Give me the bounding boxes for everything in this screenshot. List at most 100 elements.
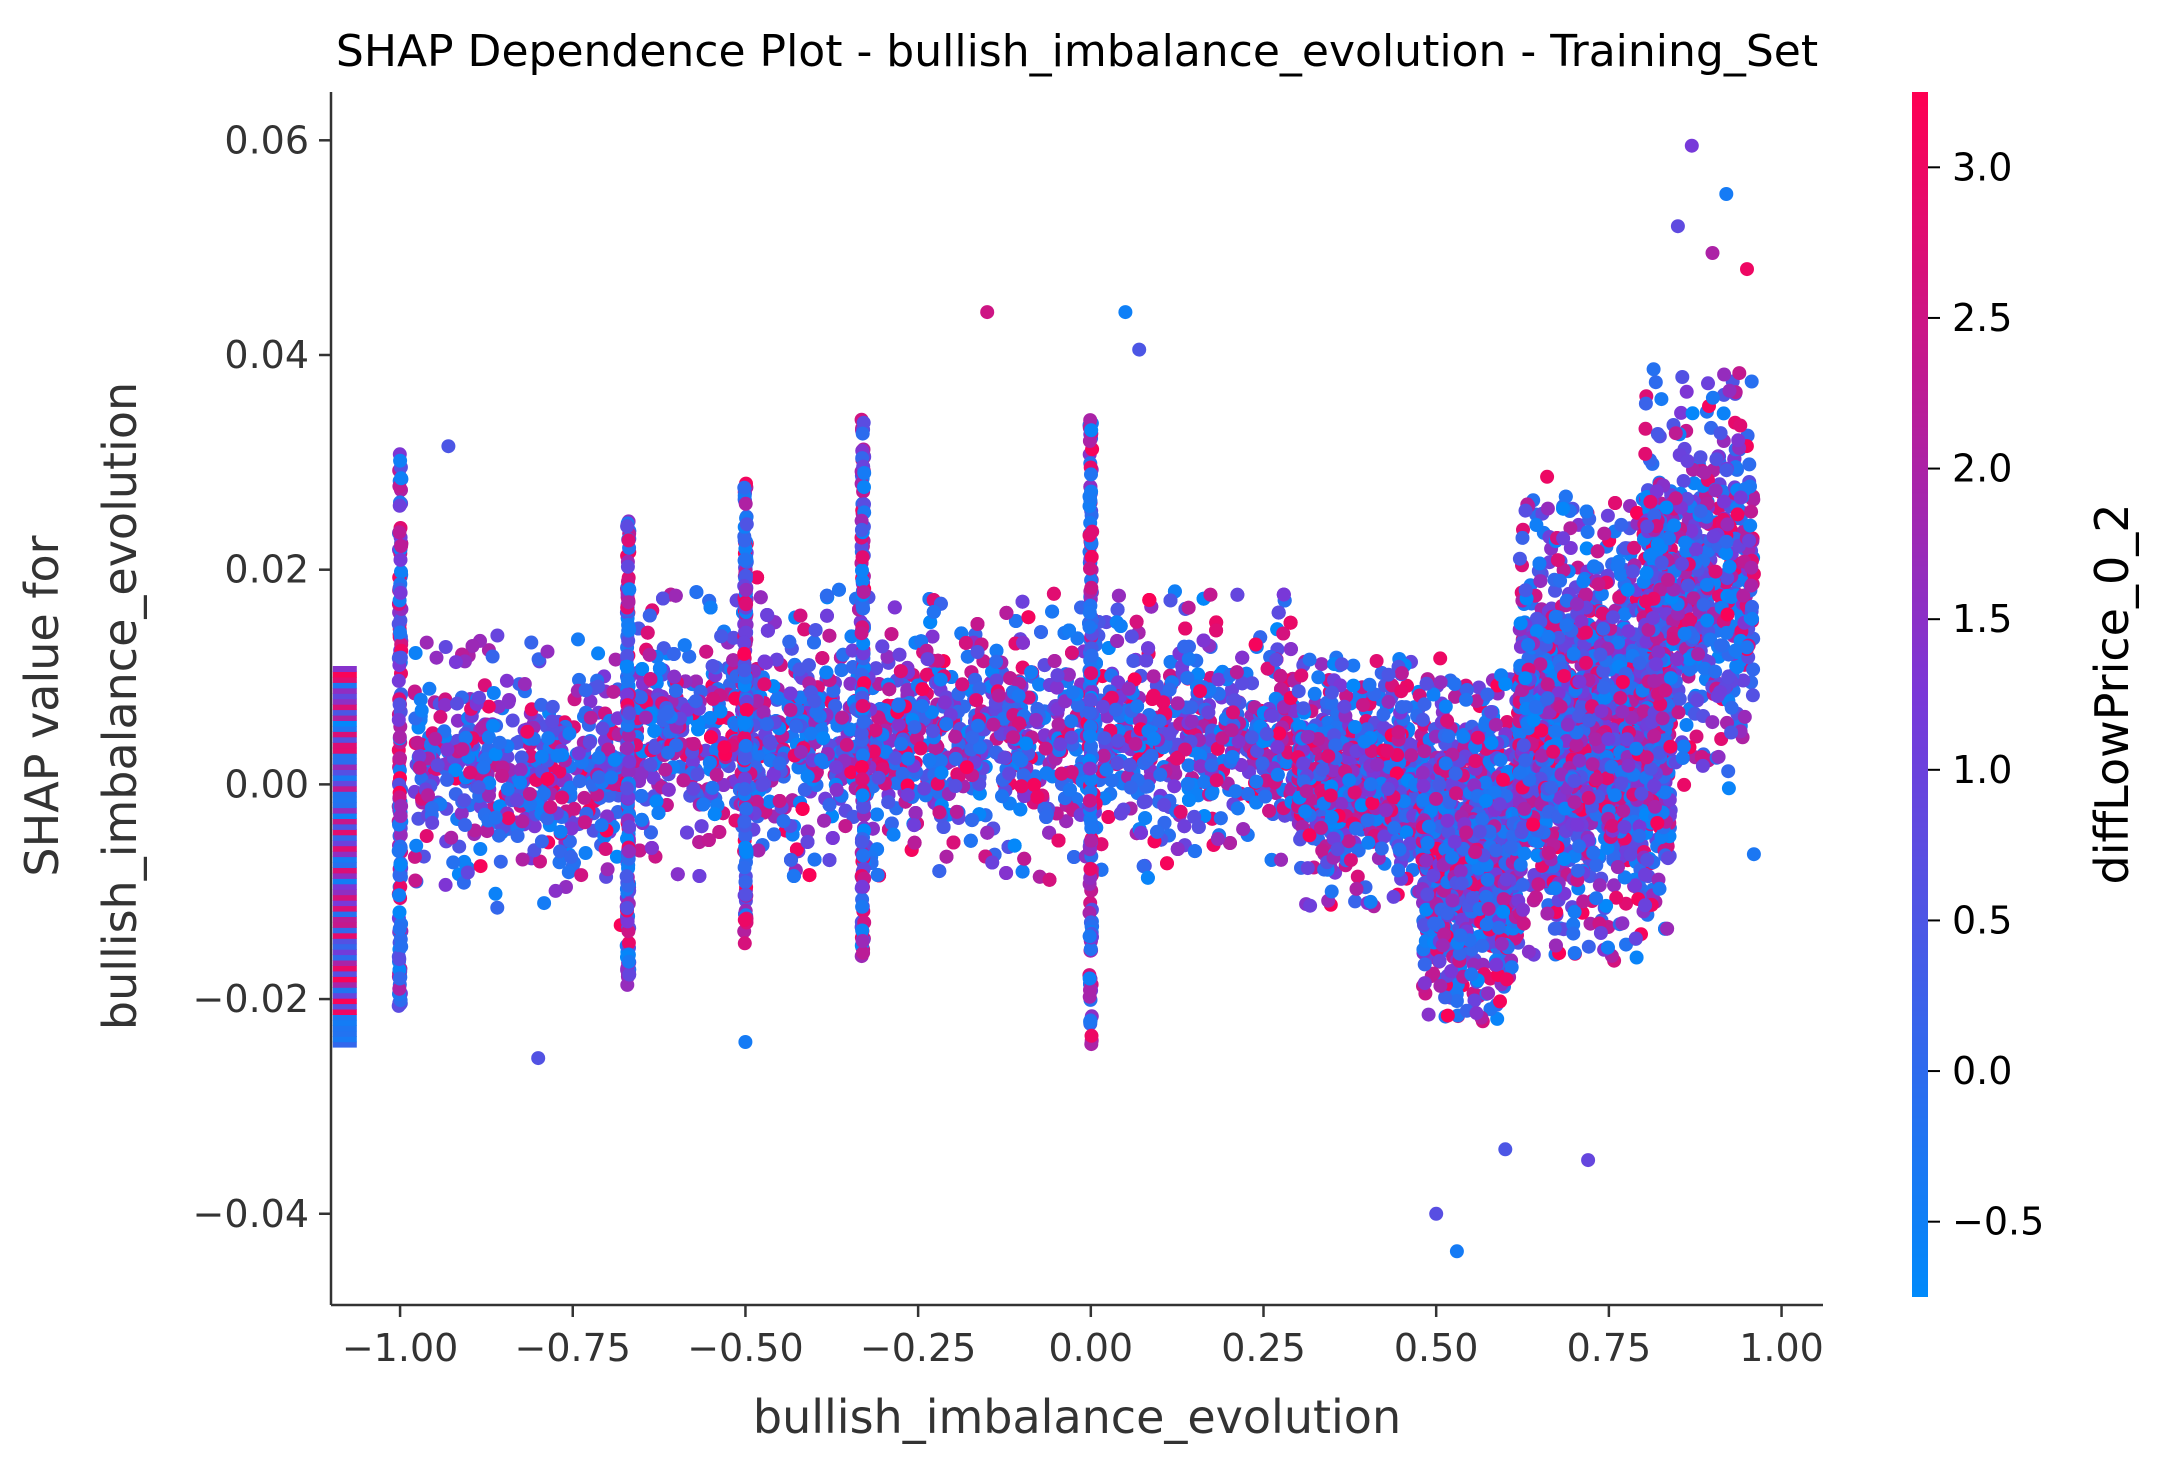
scatter-point-290 [446,855,461,870]
scatter-point-4233 [1042,872,1057,887]
scatter-point-4700 [1386,889,1401,904]
scatter-point-112 [438,877,453,892]
scatter-point-4226 [707,807,722,822]
scatter-point-4184 [814,753,828,767]
scatter-point-3821 [949,804,964,819]
scatter-point-51 [505,713,520,728]
scatter-point-4342 [1348,894,1363,909]
scatter-point-4242 [1162,682,1177,697]
scatter-point-4228 [1064,730,1079,745]
scatter-point-478 [458,730,473,745]
scatter-point-3129 [1046,586,1061,601]
scatter-point-3304 [875,639,890,654]
scatter-point-4979 [1379,803,1393,818]
scatter-point-4292 [1170,696,1185,711]
scatter-point-4050 [1184,714,1199,729]
scatter-point-4254 [1123,780,1138,795]
scatter-point-4988 [1323,788,1338,803]
scatter-point-4072 [1227,693,1242,708]
scatter-point-404 [534,697,549,712]
scatter-point-4128 [1050,668,1065,683]
scatter-point-3959 [1182,793,1196,807]
scatter-point-101 [583,694,598,709]
scatter-point-3914 [870,868,885,882]
scatter-point-4960 [1296,756,1311,771]
scatter-point-488 [482,776,497,790]
scatter-point-4198 [1030,790,1045,804]
scatter-point-3686 [1203,587,1218,602]
scatter-point-3877 [652,661,667,676]
scatter-point-425 [421,788,435,803]
scatter-point-136 [572,672,586,687]
scatter-point-193 [577,790,592,805]
scatter-point-4163 [1002,766,1017,781]
scatter-point-2975 [832,582,846,597]
scatter-point-4154 [1113,619,1128,633]
scatter-point-4077 [1276,587,1291,602]
scatter-point-4142 [804,726,819,741]
scatter-point-4777 [1296,701,1311,716]
scatter-point-2653 [932,864,947,879]
scatter-point-4160 [839,737,854,752]
scatter-point-4461 [1291,684,1306,699]
scatter-point-4990 [1380,744,1395,759]
scatter-point-4194 [794,745,808,759]
scatter-point-4985 [1324,810,1339,825]
scatter-point-3236 [1163,593,1178,608]
scatter-point-3018 [1015,864,1030,879]
scatter-point-4279 [1134,825,1148,840]
scatter-point-3864 [800,835,815,849]
scatter-point-303 [600,862,615,877]
scatter-point-4126 [948,779,963,793]
scatter-point-197 [571,632,585,647]
scatter-point-4278 [1039,810,1054,824]
scatter-point-4035 [891,717,906,732]
scatter-point-3920 [634,812,649,827]
scatter-point-467 [523,797,537,812]
scatter-point-4134 [661,782,676,797]
scatter-point-207 [490,628,505,643]
scatter-point-471 [534,749,549,764]
scatter-point-3176 [946,835,961,850]
scatter-point-3742 [892,647,907,662]
scatter-point-3904 [881,795,896,810]
scatter-point-4245 [1264,708,1279,723]
scatter-point-350 [407,849,422,864]
scatter-point-61 [609,849,624,864]
scatter-point-388 [517,677,532,691]
scatter-point-4991 [1404,748,1419,763]
scatter-point-4118 [829,760,844,775]
scatter-point-4840 [1381,695,1396,709]
scatter-point-4269 [1225,750,1240,764]
scatter-point-3773 [647,724,662,738]
chart-title: SHAP Dependence Plot - bullish_imbalance… [336,26,1818,77]
scatter-point-438 [571,746,586,761]
scatter-point-4890 [1303,898,1318,913]
scatter-point-3576 [1101,810,1116,824]
scatter-point-4989 [1376,707,1391,722]
scatter-point-3562 [822,853,837,868]
scatter-point-3246 [1181,600,1196,615]
scatter-point-4124 [701,833,716,847]
scatter-point-4055 [1011,688,1026,703]
scatter-point-4156 [648,741,662,755]
scatter-point-498 [455,742,470,757]
scatter-point-269 [591,646,606,661]
scatter-point-219 [577,815,592,830]
scatter-point-439 [595,721,610,736]
scatter-point-4192 [643,757,658,772]
scatter-point-4244 [760,717,774,732]
scatter-point-4298 [705,659,720,674]
scatter-point-393 [564,849,578,864]
scatter-point-109 [493,854,508,869]
scatter-point-3734 [1193,684,1207,699]
scatter-point-4248 [871,770,886,785]
scatter-point-4267 [893,664,908,679]
scatter-point-4798 [1307,686,1322,701]
scatter-point-4983 [1330,842,1345,857]
scatter-point-4995 [1370,757,1385,772]
scatter-point-3726 [995,789,1010,804]
scatter-point-4098 [661,745,675,760]
scatter-point-3790 [1180,671,1195,685]
scatter-point-4053 [702,755,717,770]
